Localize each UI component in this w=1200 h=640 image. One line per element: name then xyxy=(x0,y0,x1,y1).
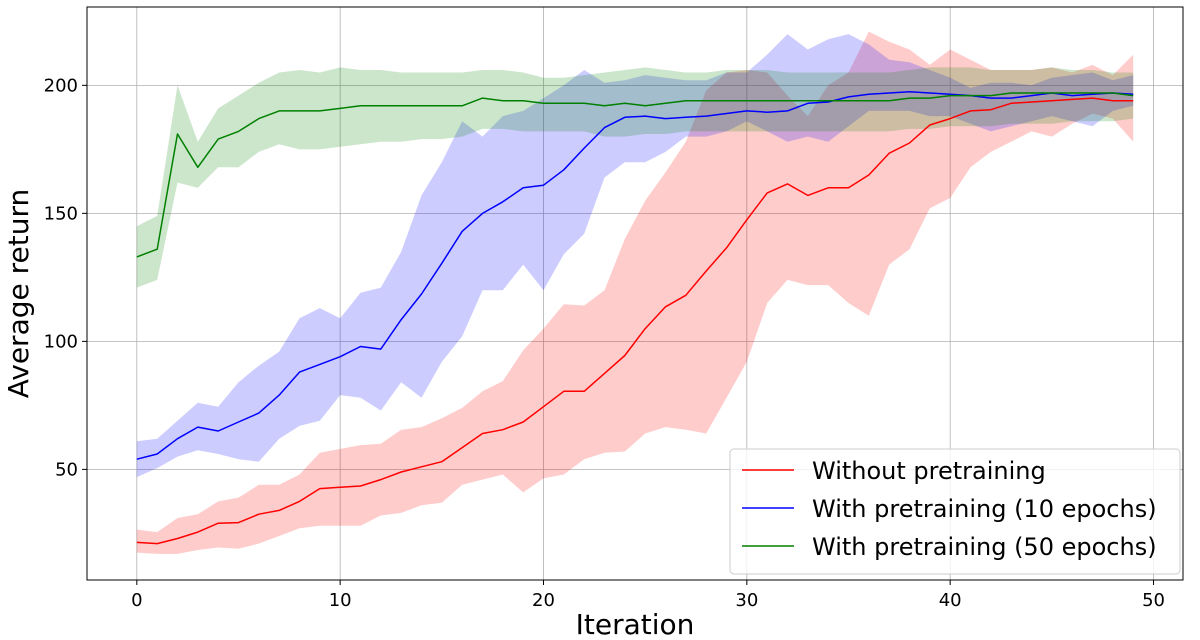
axis-ticks: 0 10 20 30 40 50 50 100 150 200 xyxy=(44,75,1165,611)
x-tick-label: 0 xyxy=(131,590,142,611)
legend-label-without-pretraining: Without pretraining xyxy=(812,457,1046,485)
series-lines xyxy=(136,90,1134,545)
legend-box xyxy=(729,448,1181,575)
y-tick-label: 100 xyxy=(44,331,78,352)
band-pretraining-50-epochs xyxy=(136,67,1134,288)
x-tick-label: 30 xyxy=(735,590,758,611)
series-line-without-pretraining xyxy=(136,97,1134,545)
x-tick-label: 20 xyxy=(532,590,555,611)
x-tick-label: 40 xyxy=(939,590,962,611)
legend: Without pretraining With pretraining (10… xyxy=(729,448,1181,575)
plot-frame xyxy=(86,6,1184,581)
y-axis-label: Average return xyxy=(2,189,35,399)
x-axis-label: Iteration xyxy=(576,608,695,640)
band-pretraining-10-epochs xyxy=(136,34,1134,478)
y-tick-label: 200 xyxy=(44,75,78,96)
x-tick-label: 50 xyxy=(1142,590,1165,611)
band-without-pretraining xyxy=(136,31,1134,554)
confidence-bands xyxy=(136,31,1134,554)
y-tick-label: 150 xyxy=(44,203,78,224)
legend-label-pretraining-10-epochs: With pretraining (10 epochs) xyxy=(812,495,1157,523)
x-tick-label: 10 xyxy=(329,590,352,611)
legend-label-pretraining-50-epochs: With pretraining (50 epochs) xyxy=(812,533,1157,561)
y-tick-label: 50 xyxy=(55,459,78,480)
series-line-pretraining-50-epochs xyxy=(136,92,1134,258)
